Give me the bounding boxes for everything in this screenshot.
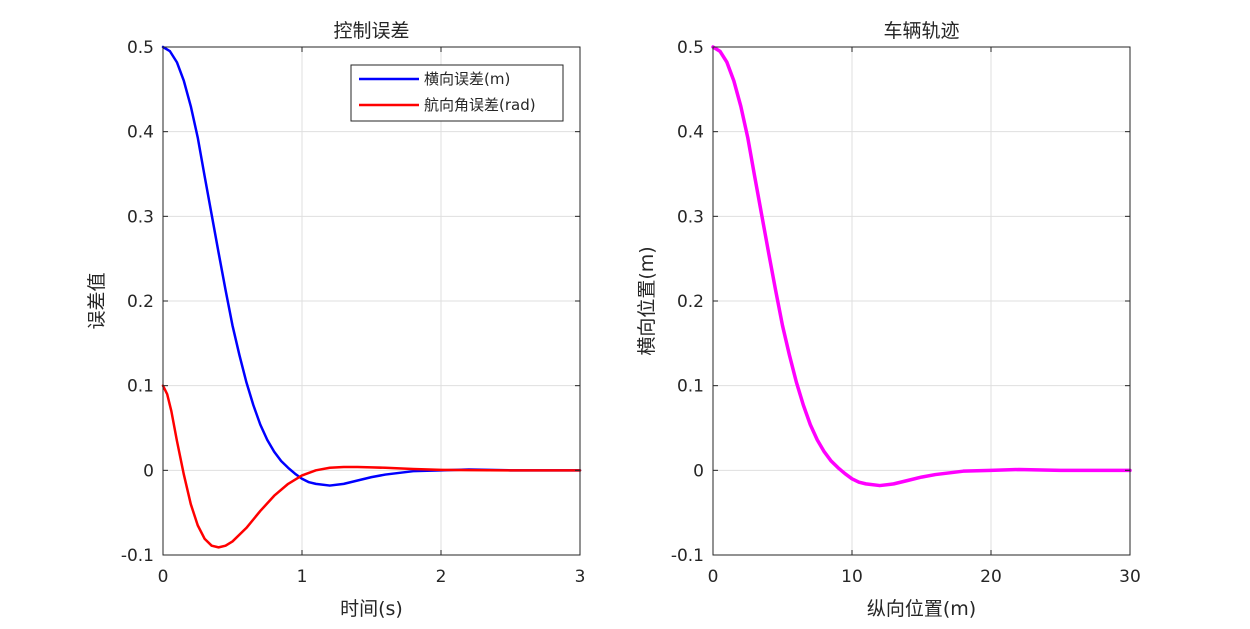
series-line-0 <box>711 45 1132 488</box>
y-tick-label: 0.3 <box>677 207 704 227</box>
y-tick-label: -0.1 <box>121 546 154 566</box>
x-tick-label: 30 <box>1119 567 1141 587</box>
x-tick-label: 20 <box>980 567 1002 587</box>
x-tick-label: 2 <box>436 567 447 587</box>
x-axis-label: 纵向位置(m) <box>867 598 976 620</box>
series-line-0 <box>161 45 582 487</box>
y-tick-label: 0.1 <box>127 377 154 397</box>
chart-title: 控制误差 <box>333 20 409 42</box>
y-tick-label: 0.1 <box>677 377 704 397</box>
legend-label-1: 航向角误差(rad) <box>424 96 536 114</box>
chart-title: 车辆轨迹 <box>883 20 959 42</box>
y-tick-label: 0.2 <box>677 292 704 312</box>
control-error-chart: 0 1 2 3-0.100.10.20.30.40.5控制误差时间(s)误差值横向误差… <box>86 20 585 620</box>
x-tick-label: 1 <box>297 567 308 587</box>
x-tick-label: 10 <box>841 567 863 587</box>
ticks: 0 1 2 3-0.100.10.20.30.40.5 <box>121 38 586 587</box>
y-tick-label: 0 <box>143 461 154 481</box>
y-tick-label: 0.5 <box>677 38 704 58</box>
x-axis-label: 时间(s) <box>340 598 403 620</box>
x-tick-label: 0 <box>158 567 169 587</box>
y-tick-label: 0.4 <box>677 123 704 143</box>
series-group <box>161 45 582 549</box>
y-tick-label: 0.3 <box>127 207 154 227</box>
legend-box <box>350 64 564 122</box>
y-tick-label: 0 <box>693 461 704 481</box>
ticks: 0 10 20 30-0.100.10.20.30.40.5 <box>671 38 1141 587</box>
y-tick-label: 0.4 <box>127 123 154 143</box>
y-axis-label: 误差值 <box>86 272 108 329</box>
y-tick-label: -0.1 <box>671 546 704 566</box>
legend: 横向误差(m) 航向角误差(rad) <box>350 64 564 122</box>
x-tick-label: 3 <box>575 567 586 587</box>
x-tick-label: 0 <box>708 567 719 587</box>
series-line-1 <box>161 384 582 549</box>
y-tick-label: 0.2 <box>127 292 154 312</box>
legend-label-0: 横向误差(m) <box>424 70 510 88</box>
series-group <box>711 45 1132 488</box>
y-tick-label: 0.5 <box>127 38 154 58</box>
y-axis-label: 横向位置(m) <box>636 246 658 355</box>
vehicle-trajectory-chart: 0 10 20 30-0.100.10.20.30.40.5车辆轨迹纵向位置(m)横向… <box>636 20 1141 620</box>
